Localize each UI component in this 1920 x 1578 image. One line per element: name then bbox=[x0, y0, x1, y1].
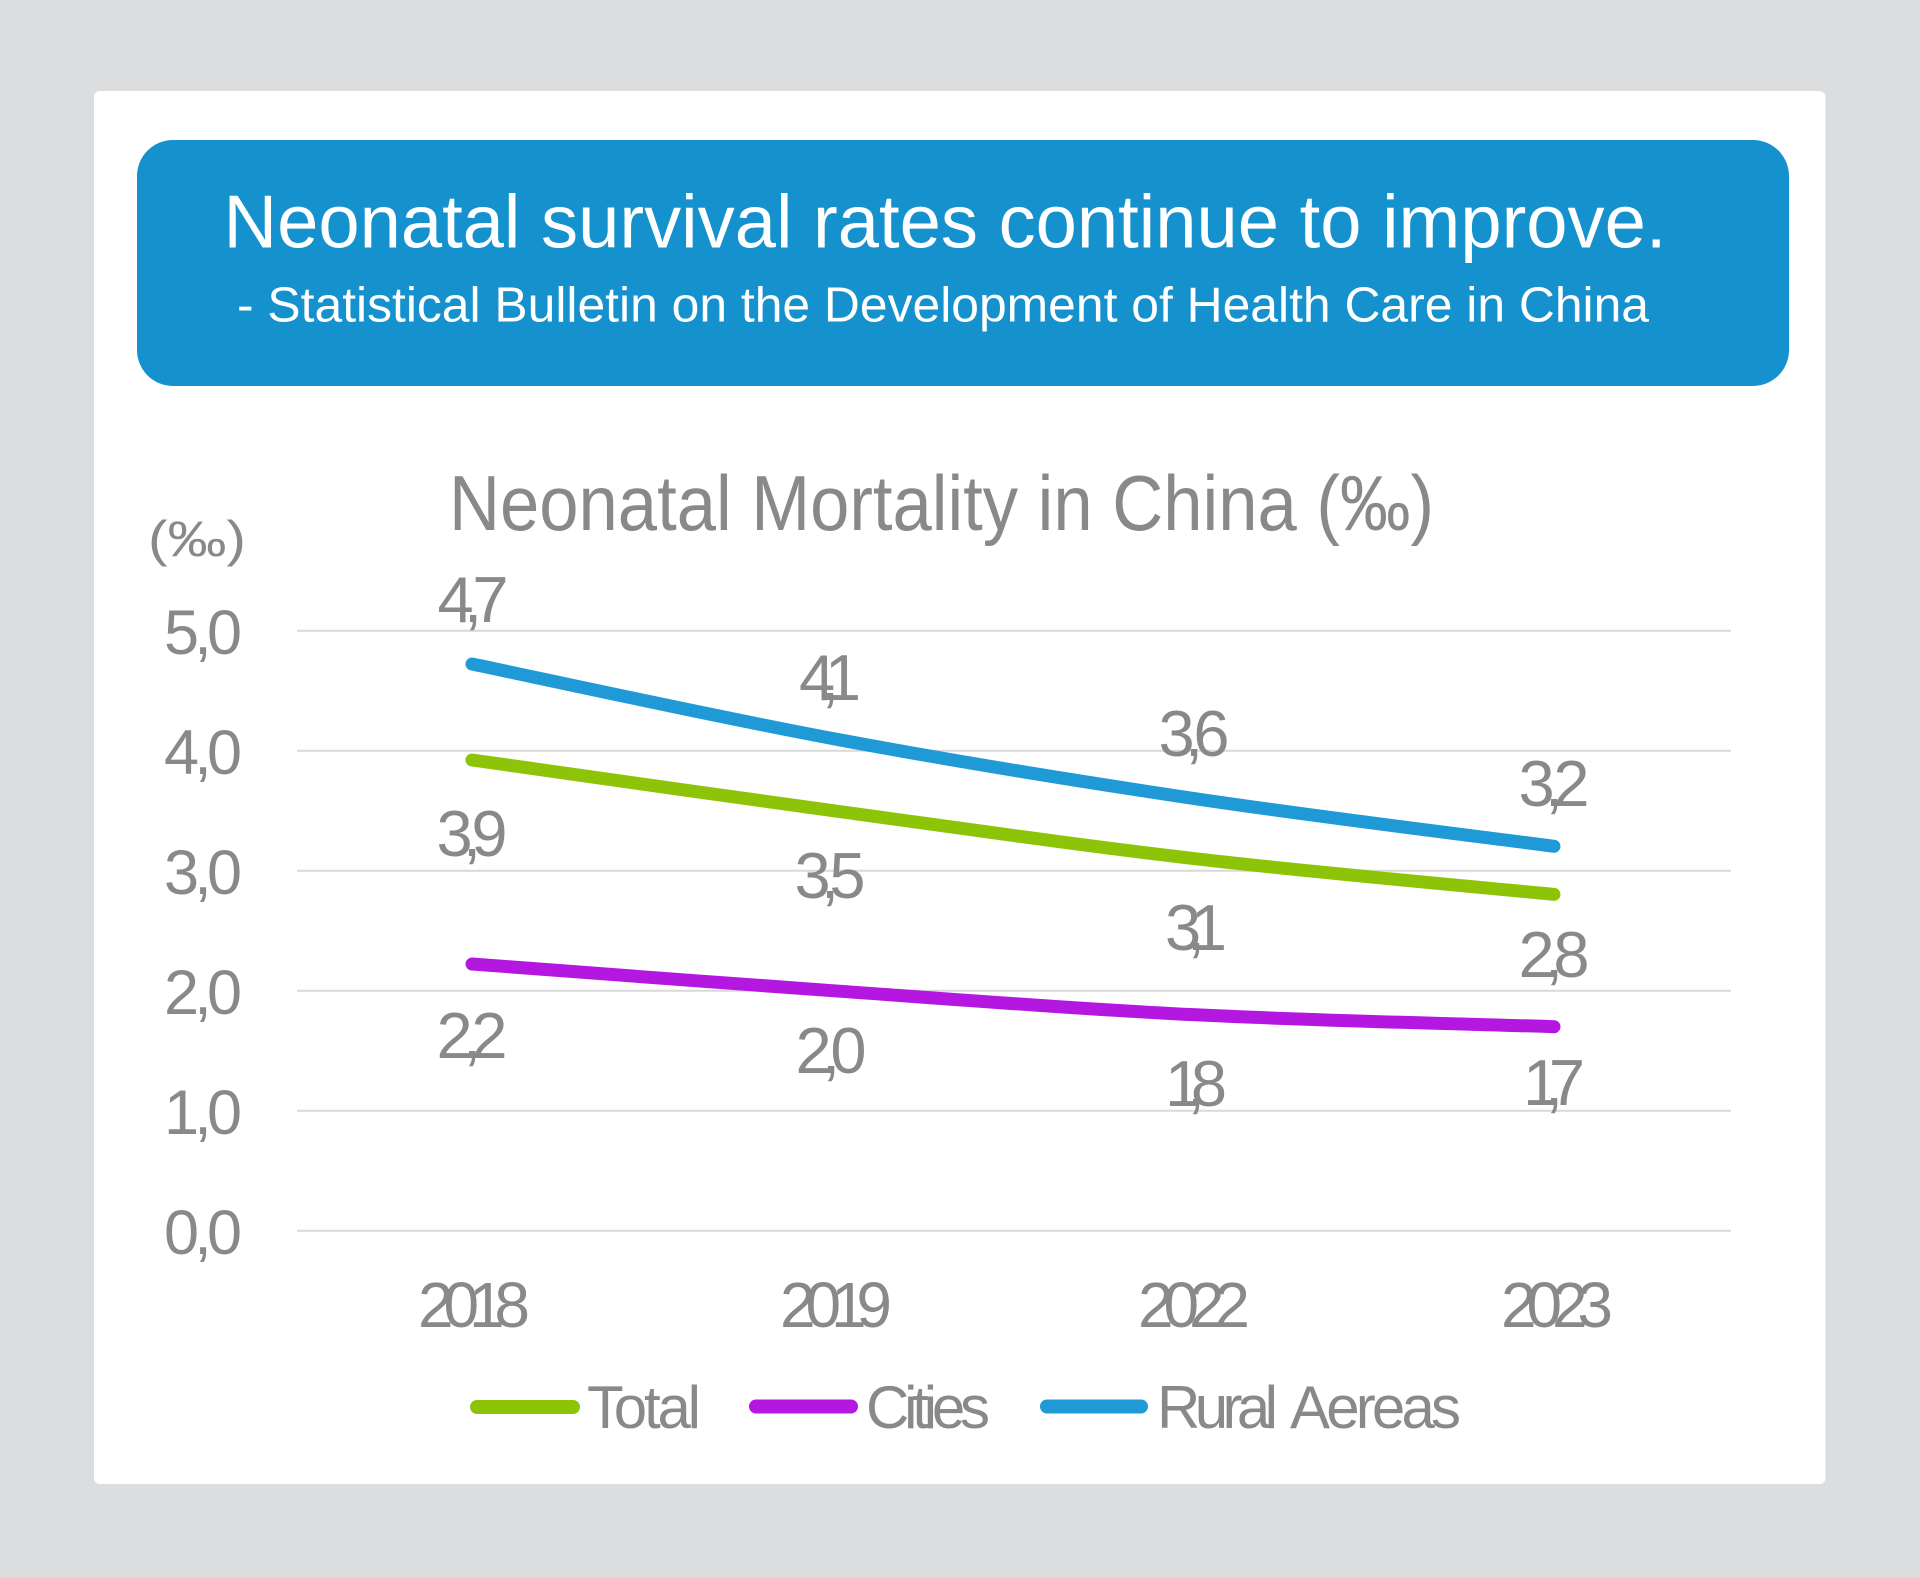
svg-text:4,1: 4,1 bbox=[799, 641, 861, 714]
svg-text:3,2: 3,2 bbox=[1519, 747, 1590, 820]
svg-text:5,0: 5,0 bbox=[164, 598, 242, 668]
svg-text:3,1: 3,1 bbox=[1165, 891, 1227, 964]
svg-text:2,8: 2,8 bbox=[1519, 918, 1590, 991]
svg-text:1,7: 1,7 bbox=[1523, 1046, 1585, 1119]
svg-text:(‰): (‰) bbox=[148, 511, 246, 567]
svg-text:3,9: 3,9 bbox=[437, 797, 508, 870]
svg-text:Aereas: Aereas bbox=[1290, 1374, 1461, 1441]
svg-text:2019: 2019 bbox=[780, 1269, 892, 1341]
svg-text:2,0: 2,0 bbox=[796, 1014, 867, 1087]
svg-text:2023: 2023 bbox=[1501, 1269, 1613, 1341]
svg-text:Total: Total bbox=[587, 1374, 701, 1441]
svg-text:Cities: Cities bbox=[866, 1374, 990, 1441]
svg-text:4,0: 4,0 bbox=[164, 718, 242, 788]
svg-text:- Statistical Bulletin on the: - Statistical Bulletin on the Developmen… bbox=[237, 278, 1649, 333]
svg-text:0,0: 0,0 bbox=[164, 1198, 242, 1268]
svg-text:2,2: 2,2 bbox=[437, 999, 508, 1072]
svg-text:3,5: 3,5 bbox=[795, 839, 866, 912]
svg-text:3,6: 3,6 bbox=[1159, 697, 1230, 770]
svg-text:2,0: 2,0 bbox=[164, 958, 242, 1028]
svg-text:4,7: 4,7 bbox=[438, 563, 509, 636]
svg-text:2018: 2018 bbox=[418, 1269, 530, 1341]
svg-text:Rural: Rural bbox=[1157, 1374, 1278, 1441]
svg-text:1,8: 1,8 bbox=[1165, 1047, 1227, 1120]
svg-text:3,0: 3,0 bbox=[164, 838, 242, 908]
svg-text:Neonatal Mortality in China (‰: Neonatal Mortality in China (‰) bbox=[449, 459, 1434, 547]
svg-text:Neonatal survival rates contin: Neonatal survival rates continue to impr… bbox=[224, 180, 1667, 264]
svg-text:2022: 2022 bbox=[1138, 1269, 1250, 1341]
svg-text:1,0: 1,0 bbox=[164, 1078, 242, 1148]
